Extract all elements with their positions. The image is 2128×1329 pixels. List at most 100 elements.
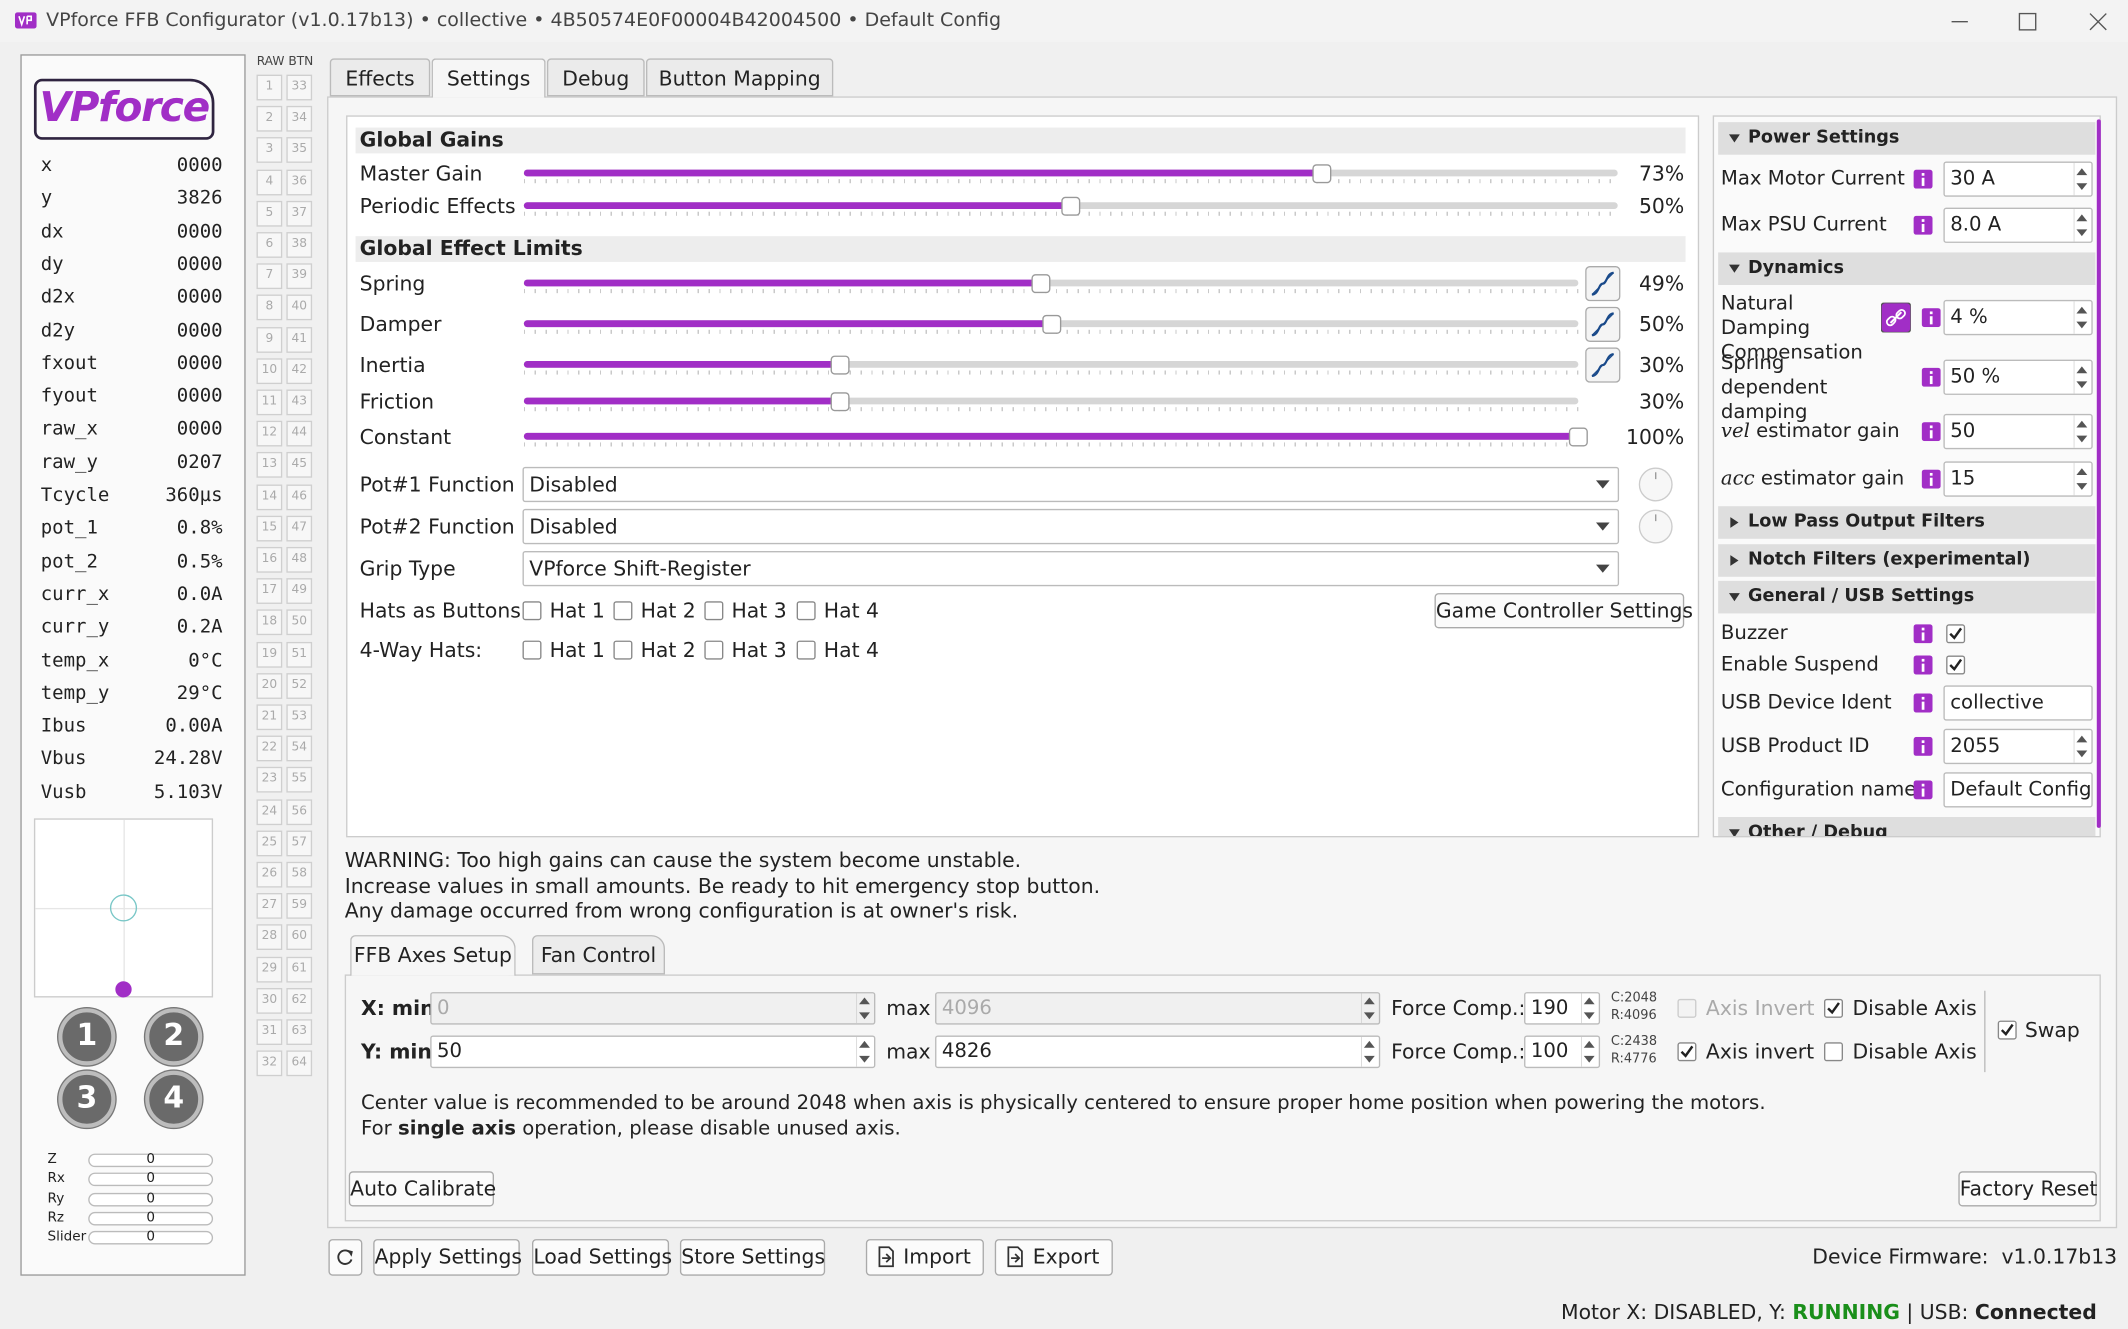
checkbox[interactable] <box>796 601 816 621</box>
section-header[interactable] <box>1718 580 2096 614</box>
checkbox[interactable] <box>704 640 724 660</box>
spin-box[interactable] <box>1943 161 2093 197</box>
select-label: Grip Type <box>359 556 456 581</box>
spin-box[interactable] <box>1943 299 2093 336</box>
section-header[interactable] <box>1718 817 2096 837</box>
icon-part <box>1680 1045 1694 1058</box>
force-input[interactable] <box>1524 1035 1601 1069</box>
sidebar-panel <box>20 54 246 1276</box>
footer-button[interactable]: Apply Settings <box>373 1239 522 1276</box>
dropdown[interactable] <box>522 508 1620 545</box>
icon-part <box>1921 658 1925 662</box>
auto-calibrate-button[interactable]: Auto Calibrate <box>348 1171 496 1207</box>
raw-button: 30 <box>256 987 283 1014</box>
footer-button[interactable]: Load Settings <box>532 1239 672 1276</box>
slider-handle[interactable] <box>1312 164 1332 184</box>
raw-button: 43 <box>286 389 313 416</box>
range-input <box>430 992 876 1025</box>
raw-button: 3 <box>256 137 283 164</box>
axes-tab[interactable]: FFB Axes Setup <box>350 935 516 976</box>
raw-button: 31 <box>256 1019 283 1046</box>
status-connected: Connected <box>1974 1300 2097 1325</box>
status-text: | USB: <box>1899 1300 1975 1325</box>
export-button[interactable]: Export <box>994 1239 1113 1276</box>
slider-fill <box>523 432 1579 440</box>
icon-part <box>2076 750 2088 758</box>
icon-part <box>878 1246 894 1268</box>
dropdown[interactable] <box>522 466 1620 503</box>
axes-tab[interactable]: Fan Control <box>532 935 666 975</box>
slider-handle[interactable] <box>1031 274 1051 294</box>
icon-part <box>2000 1023 2014 1037</box>
spin-box[interactable] <box>1943 413 2093 450</box>
warning-line: Increase values in small amounts. Be rea… <box>344 874 1101 899</box>
checkbox[interactable] <box>613 640 633 660</box>
dropdown[interactable] <box>522 551 1620 587</box>
slider-handle[interactable] <box>1061 196 1081 216</box>
footer-button[interactable]: Store Settings <box>679 1239 826 1276</box>
slider-handle[interactable] <box>830 355 850 375</box>
checkbox[interactable] <box>1677 998 1697 1018</box>
force-input[interactable] <box>1524 992 1601 1025</box>
section-title: Power Settings <box>1748 127 1900 148</box>
checkbox[interactable] <box>1824 1042 1844 1062</box>
close-button[interactable] <box>2087 11 2109 33</box>
section-header[interactable] <box>1718 506 2096 539</box>
axis-value: 0 <box>146 1229 155 1245</box>
section-title: Notch Filters (experimental) <box>1748 549 2031 571</box>
slider-handle[interactable] <box>830 392 850 412</box>
checkbox[interactable] <box>522 640 542 660</box>
center-info: C:2048 <box>1610 990 1658 1006</box>
checkbox[interactable] <box>796 640 816 660</box>
tab[interactable]: Settings <box>431 58 546 98</box>
dropdown-value: VPforce Shift-Register <box>529 556 751 581</box>
refresh-button[interactable] <box>328 1239 363 1276</box>
tab[interactable]: Debug <box>546 58 645 97</box>
factory-reset-button[interactable]: Factory Reset <box>1958 1171 2097 1207</box>
range-input[interactable] <box>430 1035 876 1069</box>
icon-part <box>1729 829 1740 837</box>
section-header[interactable] <box>1718 252 2096 286</box>
text-input[interactable] <box>1943 772 2093 808</box>
text-input[interactable] <box>1943 685 2093 721</box>
telemetry-value: 5.103V <box>153 781 223 804</box>
section-header[interactable] <box>1718 544 2096 577</box>
tab[interactable]: Effects <box>329 58 431 97</box>
group-header <box>355 236 1686 262</box>
spin-box[interactable] <box>1943 461 2093 497</box>
game-controller-button[interactable]: Game Controller Settings <box>1434 593 1693 629</box>
curve-button[interactable] <box>1585 306 1621 343</box>
telemetry-value: 0000 <box>176 385 223 408</box>
note-bold: single axis <box>398 1118 516 1141</box>
dropdown-value: Disabled <box>529 472 618 497</box>
icon-part <box>337 1249 353 1265</box>
checkbox[interactable] <box>613 601 633 621</box>
checkbox[interactable] <box>704 601 724 621</box>
curve-button[interactable] <box>1585 266 1621 302</box>
status-line: Motor X: DISABLED, Y: RUNNING | USB: Con… <box>1221 1297 2097 1327</box>
curve-button[interactable] <box>1585 347 1621 383</box>
raw-button: 17 <box>256 578 283 605</box>
raw-button: 10 <box>256 358 283 384</box>
joystick-cursor <box>109 894 138 922</box>
minimize-button[interactable] <box>1949 11 1971 33</box>
range-input[interactable] <box>935 1035 1381 1069</box>
icon-part <box>2076 306 2088 314</box>
tab[interactable]: Button Mapping <box>646 58 834 97</box>
input-value: 2055 <box>1950 735 2001 758</box>
slider-handle[interactable] <box>1568 427 1588 447</box>
section-header[interactable] <box>1718 122 2096 155</box>
icon-part <box>859 1055 870 1063</box>
spin-box[interactable] <box>1943 728 2093 765</box>
maximize-button[interactable] <box>2017 11 2039 33</box>
checkbox[interactable] <box>522 601 542 621</box>
spin-box[interactable] <box>1943 359 2093 395</box>
title-bar <box>0 0 2128 43</box>
raw-button: 45 <box>286 452 313 479</box>
axis-invert-label: Axis invert <box>1705 1039 1815 1065</box>
axis-bar <box>88 1192 214 1206</box>
spin-box[interactable] <box>1943 207 2093 243</box>
icon-part <box>859 997 870 1005</box>
firmware-label: Device Firmware: <box>1812 1244 1989 1269</box>
slider-handle[interactable] <box>1041 314 1061 334</box>
